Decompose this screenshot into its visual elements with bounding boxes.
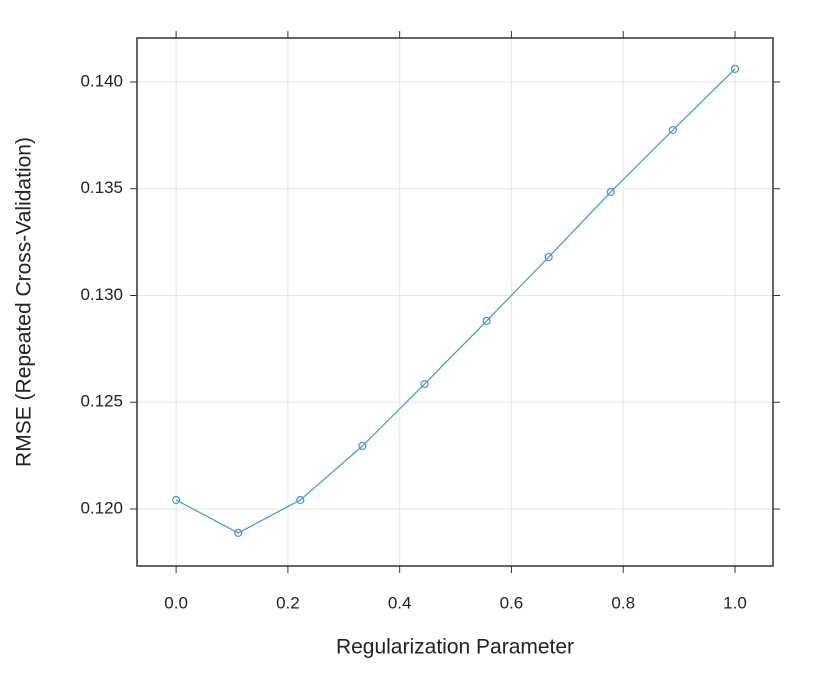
- point: [358, 441, 367, 451]
- point: [606, 187, 615, 197]
- x-tick-label: 0.4: [388, 593, 412, 612]
- point: [420, 379, 429, 389]
- y-tick-label: 0.135: [80, 178, 123, 197]
- y-tick-label: 0.120: [80, 498, 123, 517]
- x-tick-label: 0.2: [276, 593, 300, 612]
- point: [234, 528, 243, 538]
- x-tick-label: 0.8: [611, 593, 635, 612]
- x-tick-label: 0.0: [164, 593, 188, 612]
- point: [668, 125, 678, 135]
- x-axis-label: Regularization Parameter: [336, 636, 574, 659]
- point: [730, 64, 740, 74]
- plot-frame: [136, 37, 774, 567]
- x-tick-label: 0.6: [500, 593, 524, 612]
- point: [172, 495, 181, 505]
- line: [175, 68, 736, 534]
- y-tick-label: 0.125: [80, 392, 123, 411]
- point: [544, 252, 553, 262]
- y-tick-label: 0.130: [80, 285, 123, 304]
- point: [482, 316, 491, 325]
- y-axis-label: RMSE (Repeated Cross-Validation): [13, 137, 36, 467]
- y-tick-label: 0.140: [80, 71, 123, 90]
- point: [296, 495, 305, 505]
- x-tick-label: 1.0: [723, 593, 747, 612]
